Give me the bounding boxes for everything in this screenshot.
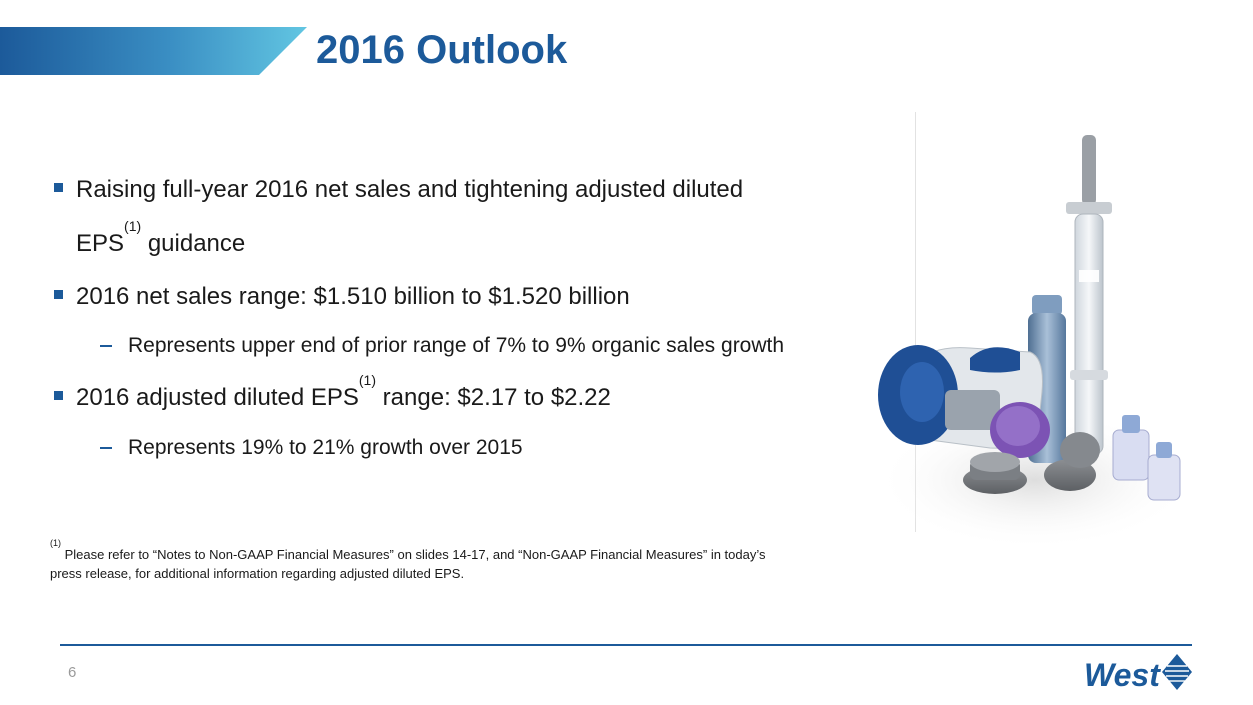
dash-bullet-icon [100, 447, 112, 449]
bullet-text: Raising full-year 2016 net sales and tig… [76, 176, 744, 203]
footnote-marker: (1) [50, 538, 61, 548]
bullet-text-line: 2016 adjusted diluted EPS(1) range: $2.1… [76, 373, 611, 413]
product-illustration-image [875, 135, 1195, 550]
vertical-divider [915, 112, 916, 532]
footnote-line-1: Please refer to “Notes to Non-GAAP Finan… [61, 547, 766, 562]
footnote-line-2: press release, for additional informatio… [50, 566, 465, 581]
square-bullet-icon [54, 290, 63, 299]
bullet-text: guidance [141, 230, 246, 257]
bullet-text: range: $2.17 to $2.22 [376, 384, 611, 411]
footnote-superscript: (1) [358, 372, 377, 388]
dash-bullet-icon [100, 345, 112, 347]
sub-bullet-text: Represents 19% to 21% growth over 2015 [128, 436, 523, 459]
footnote: (1) Please refer to “Notes to Non-GAAP F… [50, 539, 870, 583]
sub-bullet-text: Represents upper end of prior range of 7… [128, 334, 785, 357]
slide-title: 2016 Outlook [316, 28, 568, 72]
page-number: 6 [68, 664, 77, 681]
bullet-text-line2: EPS(1) guidance [76, 219, 246, 259]
logo-text: West [1084, 657, 1161, 693]
west-logo: West [1084, 654, 1192, 693]
bullet-text: EPS [76, 230, 125, 257]
bullet-text: 2016 net sales range: $1.510 billion to … [76, 283, 630, 310]
footnote-superscript: (1) [124, 218, 142, 234]
bullet-text: 2016 adjusted diluted EPS [76, 384, 359, 411]
square-bullet-icon [54, 183, 63, 192]
footer-rule [60, 644, 1192, 646]
title-accent-bar [0, 27, 307, 75]
west-diamond-logo-icon [1162, 654, 1192, 690]
square-bullet-icon [54, 391, 63, 400]
